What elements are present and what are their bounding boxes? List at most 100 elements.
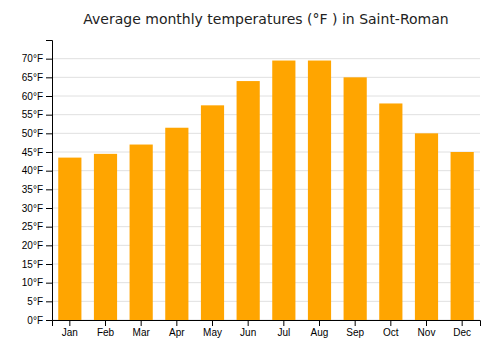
y-tick-label: 30°F <box>22 203 43 214</box>
x-tick-mark <box>248 320 249 326</box>
x-tick-label: Dec <box>453 327 471 338</box>
y-tick-mark <box>46 208 52 209</box>
x-tick: Jul <box>277 320 290 338</box>
x-tick-mark <box>462 320 463 326</box>
bar <box>237 81 260 320</box>
grid-line <box>52 96 480 97</box>
x-tick: Dec <box>453 320 471 338</box>
y-tick-label: 45°F <box>22 147 43 158</box>
x-tick-label: Aug <box>311 327 329 338</box>
bar <box>379 103 402 320</box>
x-tick-mark <box>319 320 320 326</box>
x-tick: May <box>203 320 222 338</box>
y-tick-mark <box>46 96 52 97</box>
y-tick: 30°F <box>22 203 52 214</box>
bar <box>130 145 153 320</box>
y-tick-mark <box>46 227 52 228</box>
y-axis-line <box>46 41 53 321</box>
x-tick-label: Mar <box>133 327 151 338</box>
grid <box>52 59 480 320</box>
x-tick-label: Sep <box>346 327 364 338</box>
x-tick-mark <box>390 320 391 326</box>
y-tick: 55°F <box>22 109 52 120</box>
y-tick-mark <box>46 171 52 172</box>
y-tick-mark <box>46 283 52 284</box>
y-tick: 50°F <box>22 128 52 139</box>
x-tick-mark <box>212 320 213 326</box>
y-tick-label: 65°F <box>22 72 43 83</box>
y-tick-mark <box>46 264 52 265</box>
plot-area: 0°F 5°F 10°F 15°F 20°F 25°F 30°F 35°F 40°F 45°F 50… <box>22 41 481 339</box>
x-tick: Sep <box>346 320 364 338</box>
y-tick-label: 0°F <box>27 315 43 326</box>
y-tick-label: 55°F <box>22 109 43 120</box>
y-tick: 45°F <box>22 147 52 158</box>
y-tick-mark <box>46 320 52 321</box>
y-tick-mark <box>46 301 52 302</box>
bar <box>58 158 81 320</box>
y-tick-label: 40°F <box>22 165 43 176</box>
y-tick-mark <box>46 189 52 190</box>
y-tick-label: 70°F <box>22 53 43 64</box>
y-tick: 60°F <box>22 91 52 102</box>
x-tick-mark <box>105 320 106 326</box>
chart-svg: 0°F 5°F 10°F 15°F 20°F 25°F 30°F 35°F 40°F 45°F 50… <box>0 0 500 350</box>
y-tick: 15°F <box>22 259 52 270</box>
y-tick-label: 60°F <box>22 91 43 102</box>
bar <box>344 77 367 320</box>
x-tick: Nov <box>418 320 436 338</box>
y-tick: 0°F <box>27 315 52 326</box>
y-tick: 35°F <box>22 184 52 195</box>
chart-title: Average monthly temperatures (°F ) in Sa… <box>83 11 448 27</box>
x-tick-label: May <box>203 327 222 338</box>
x-axis: JanFebMarAprMayJunJulAugSepOctNovDec <box>53 320 481 338</box>
y-tick: 25°F <box>22 221 52 232</box>
x-tick-mark <box>355 320 356 326</box>
y-tick: 65°F <box>22 72 52 83</box>
x-tick: Mar <box>133 320 151 338</box>
x-tick: Jan <box>62 320 78 338</box>
y-axis: 0°F 5°F 10°F 15°F 20°F 25°F 30°F 35°F 40°F 45°F 50… <box>22 41 53 326</box>
grid-line <box>52 114 480 115</box>
y-tick-label: 20°F <box>22 240 43 251</box>
y-tick-label: 35°F <box>22 184 43 195</box>
x-tick-label: Jul <box>277 327 290 338</box>
grid-line <box>52 58 480 59</box>
bar <box>201 105 224 320</box>
bar <box>415 133 438 320</box>
y-tick-label: 15°F <box>22 259 43 270</box>
y-tick: 70°F <box>22 53 52 64</box>
bar <box>94 154 117 320</box>
x-tick-mark <box>69 320 70 326</box>
x-tick-label: Jan <box>62 327 78 338</box>
y-tick-mark <box>46 77 52 78</box>
y-tick: 5°F <box>27 296 52 307</box>
bar <box>451 152 474 320</box>
x-tick-mark <box>426 320 427 326</box>
x-tick: Feb <box>97 320 115 338</box>
y-tick-mark <box>46 152 52 153</box>
grid-line <box>52 77 480 78</box>
y-tick: 40°F <box>22 165 52 176</box>
y-tick-mark <box>46 115 52 116</box>
x-tick-label: Nov <box>418 327 436 338</box>
x-tick-label: Feb <box>97 327 115 338</box>
x-tick: Oct <box>383 320 399 338</box>
x-tick: Aug <box>311 320 329 338</box>
y-tick-label: 10°F <box>22 277 43 288</box>
y-tick: 20°F <box>22 240 52 251</box>
x-tick-label: Oct <box>383 327 399 338</box>
y-tick-label: 5°F <box>27 296 43 307</box>
bar <box>308 61 331 320</box>
x-axis-line <box>53 321 481 327</box>
bars <box>58 61 474 320</box>
y-tick-label: 25°F <box>22 221 43 232</box>
x-tick: Jun <box>240 320 256 338</box>
y-tick-mark <box>46 59 52 60</box>
y-tick: 10°F <box>22 277 52 288</box>
x-tick-mark <box>176 320 177 326</box>
y-tick-mark <box>46 133 52 134</box>
x-tick-mark <box>141 320 142 326</box>
chart-container: 0°F 5°F 10°F 15°F 20°F 25°F 30°F 35°F 40°F 45°F 50… <box>0 0 500 350</box>
y-tick-label: 50°F <box>22 128 43 139</box>
